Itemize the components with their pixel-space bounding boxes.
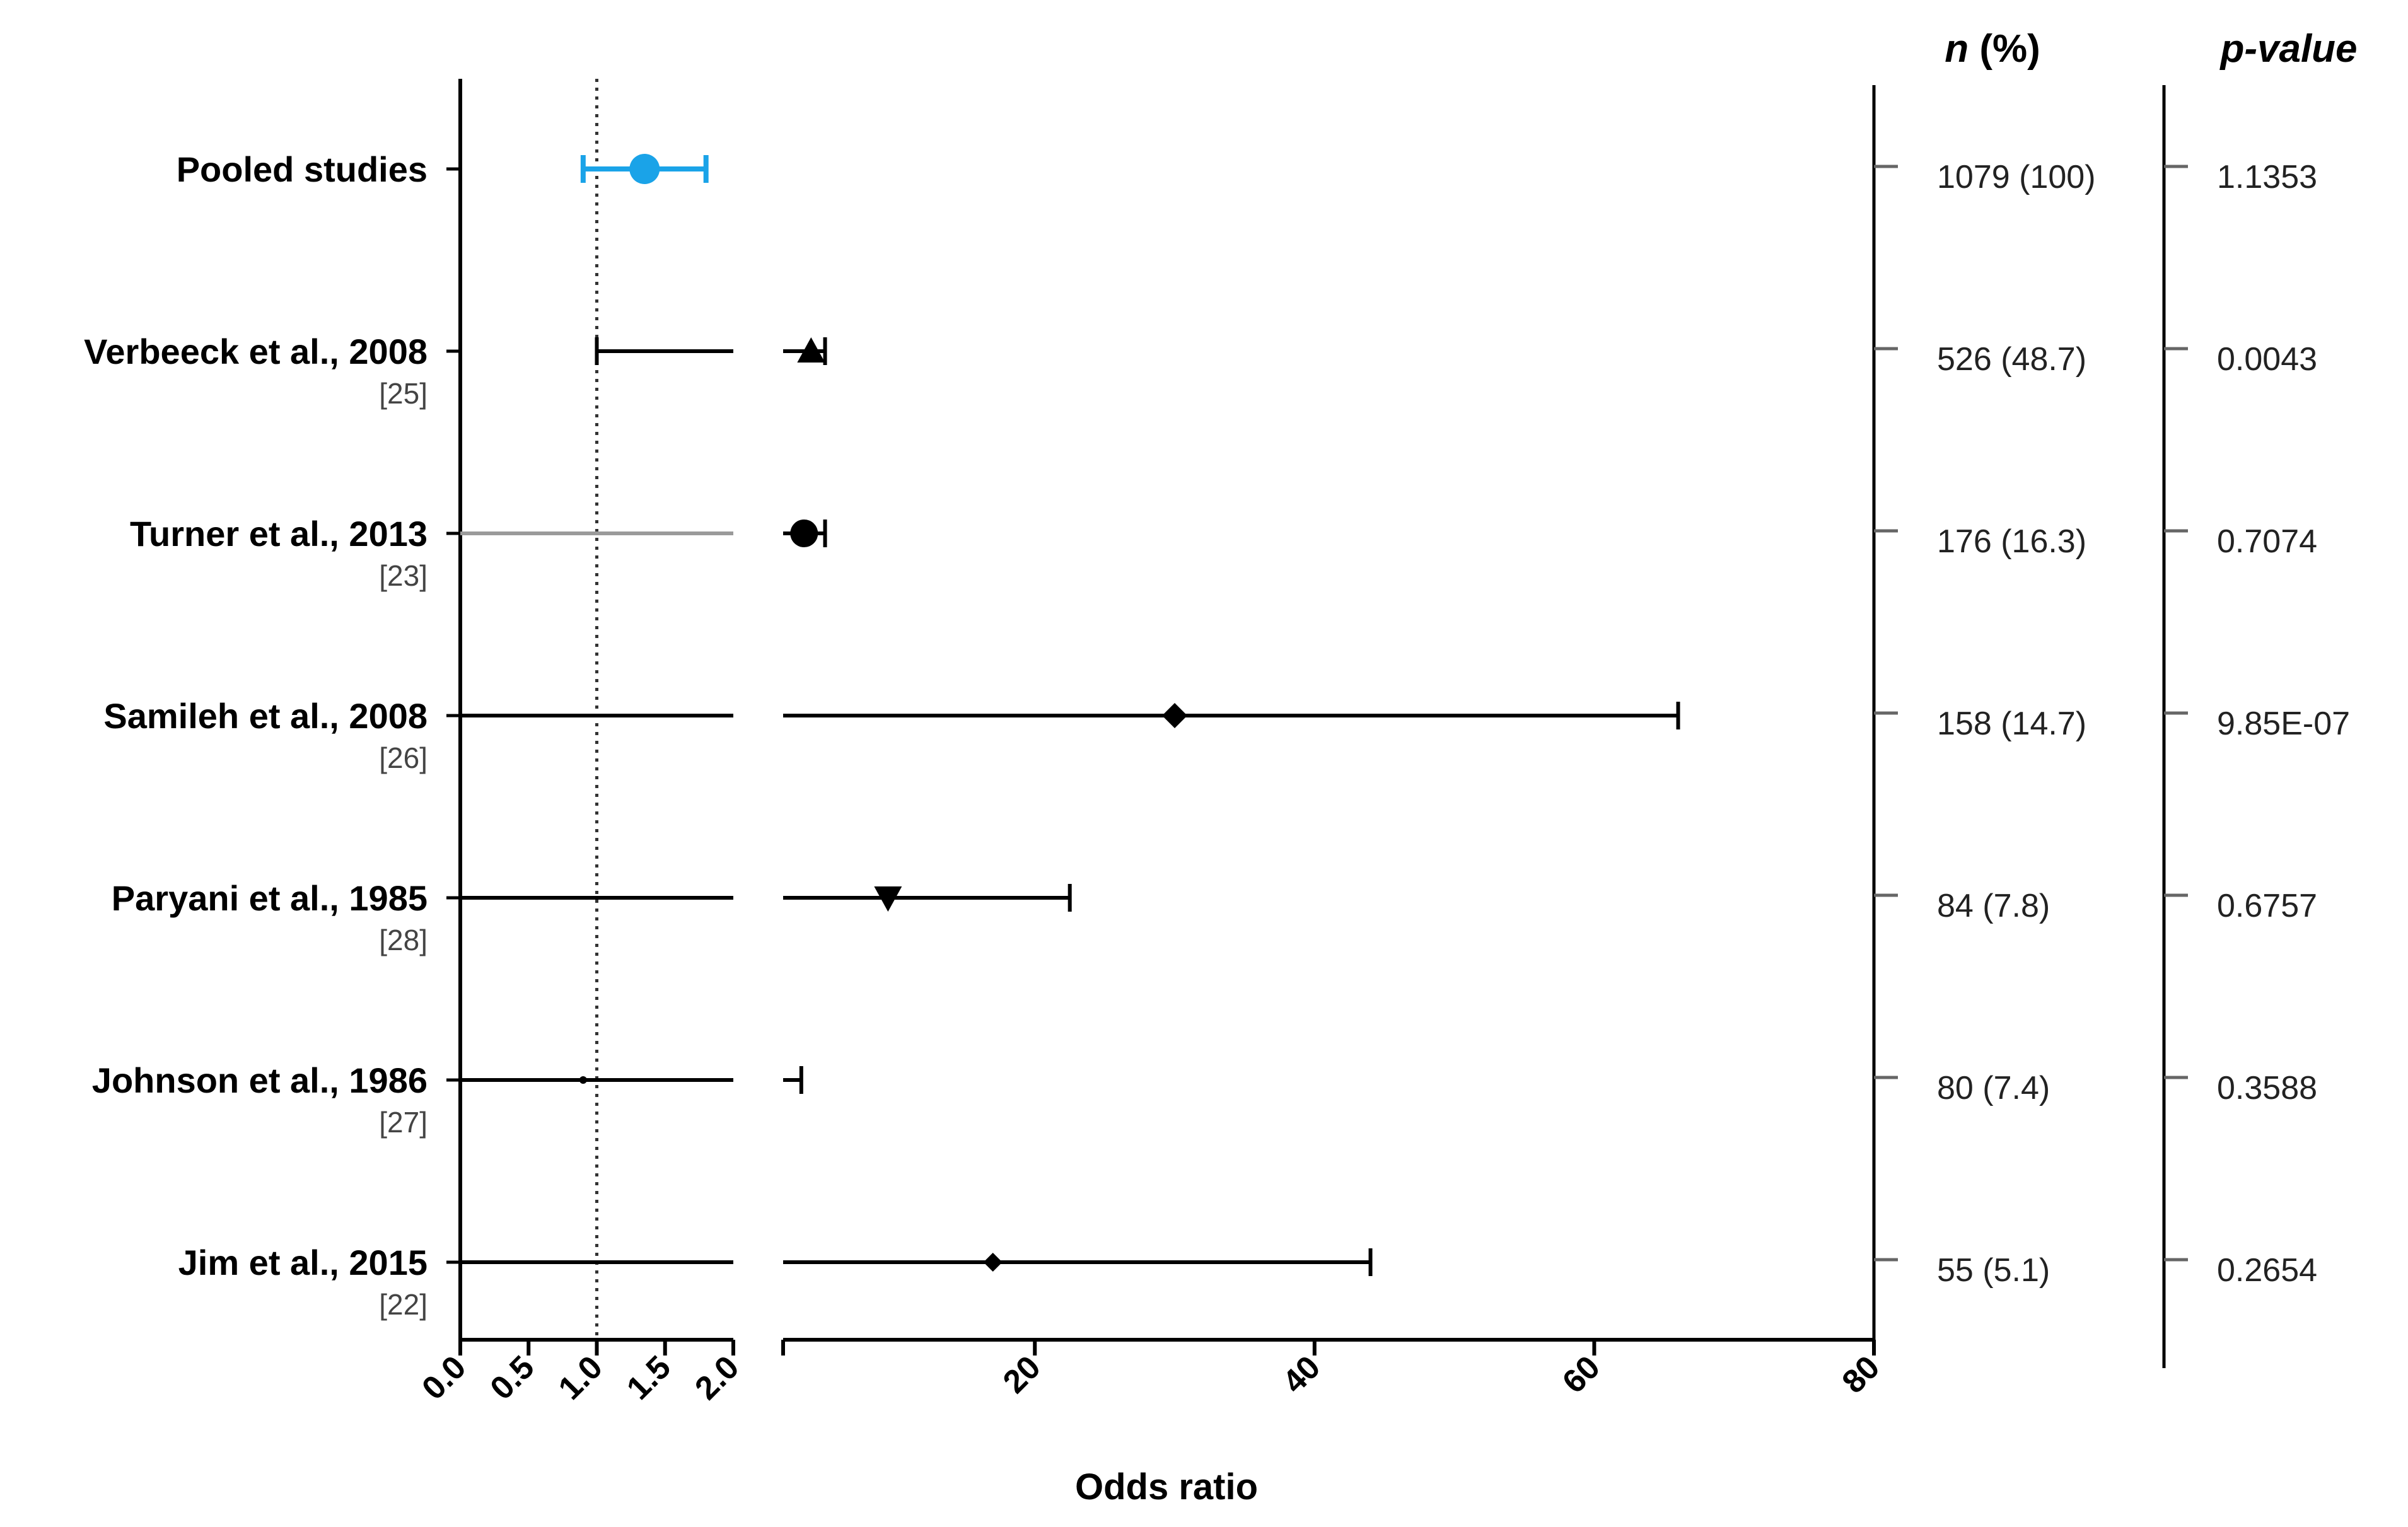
x-tick-label: 40	[1276, 1349, 1327, 1400]
study-rows: Pooled studies 1079 (100) 1.1353 Verbeeck e…	[84, 149, 2350, 1321]
odds-ratio-point	[983, 1253, 1003, 1272]
study-row: Pooled studies 1079 (100) 1.1353	[177, 149, 2317, 195]
study-row: Turner et al., 2013 [23] 176 (16.3) 0.7074	[130, 514, 2317, 592]
study-reference: [22]	[379, 1288, 428, 1321]
x-tick-label: 20	[996, 1349, 1048, 1400]
x-tick-label: 0.0	[415, 1349, 473, 1407]
p-value: 0.0043	[2217, 341, 2317, 378]
study-row: Samileh et al., 2008 [26] 158 (14.7) 9.85E-…	[103, 696, 2350, 774]
n-value: 55 (5.1)	[1937, 1252, 2050, 1289]
n-value: 176 (16.3)	[1937, 523, 2086, 560]
n-value: 1079 (100)	[1937, 159, 2096, 195]
study-label: Turner et al., 2013	[130, 514, 428, 554]
study-reference: [23]	[379, 559, 428, 592]
n-column-header: n (%)	[1945, 27, 2040, 71]
p-value: 0.7074	[2217, 523, 2317, 560]
study-row: Verbeeck et al., 2008 [25] 526 (48.7) 0.004…	[84, 332, 2317, 410]
n-value: 526 (48.7)	[1937, 341, 2086, 378]
study-reference: [26]	[379, 741, 428, 774]
n-value: 80 (7.4)	[1937, 1070, 2050, 1106]
study-label: Samileh et al., 2008	[103, 696, 428, 736]
p-value: 9.85E-07	[2217, 705, 2350, 742]
x-axis-title: Odds ratio	[1075, 1466, 1258, 1507]
n-value: 158 (14.7)	[1937, 705, 2086, 742]
study-row: Jim et al., 2015 [22] 55 (5.1) 0.2654	[178, 1243, 2317, 1321]
study-reference: [27]	[379, 1106, 428, 1139]
odds-ratio-point	[579, 1076, 587, 1084]
x-tick-label: 60	[1556, 1349, 1607, 1400]
odds-ratio-point	[790, 520, 818, 547]
study-label: Verbeeck et al., 2008	[84, 332, 428, 371]
odds-ratio-point	[874, 886, 902, 912]
n-value: 84 (7.8)	[1937, 888, 2050, 924]
x-tick-label: 1.5	[620, 1349, 678, 1407]
study-reference: [28]	[379, 924, 428, 956]
x-tick-label: 0.5	[484, 1349, 542, 1407]
p-value: 1.1353	[2217, 159, 2317, 195]
p-column-header: p-value	[2219, 27, 2357, 71]
study-label: Pooled studies	[177, 149, 428, 189]
p-value: 0.3588	[2217, 1070, 2317, 1106]
study-row: Paryani et al., 1985 [28] 84 (7.8) 0.6757	[112, 878, 2317, 956]
x-tick-label: 1.0	[552, 1349, 610, 1407]
x-tick-label: 80	[1835, 1349, 1887, 1400]
odds-ratio-point	[797, 337, 825, 363]
x-tick-label: 2.0	[688, 1349, 746, 1407]
p-value: 0.2654	[2217, 1252, 2317, 1289]
x-axis-ticks: 0.0 0.5 1.0 1.5 2.0 20 40 60 80	[415, 1340, 1887, 1407]
odds-ratio-point	[1162, 703, 1188, 728]
odds-ratio-point	[629, 154, 660, 184]
study-row: Johnson et al., 1986 [27] 80 (7.4) 0.3588	[92, 1060, 2317, 1139]
study-reference: [25]	[379, 377, 428, 410]
study-label: Paryani et al., 1985	[112, 878, 428, 918]
study-label: Jim et al., 2015	[178, 1243, 428, 1282]
p-value: 0.6757	[2217, 888, 2317, 924]
study-label: Johnson et al., 1986	[92, 1060, 428, 1100]
